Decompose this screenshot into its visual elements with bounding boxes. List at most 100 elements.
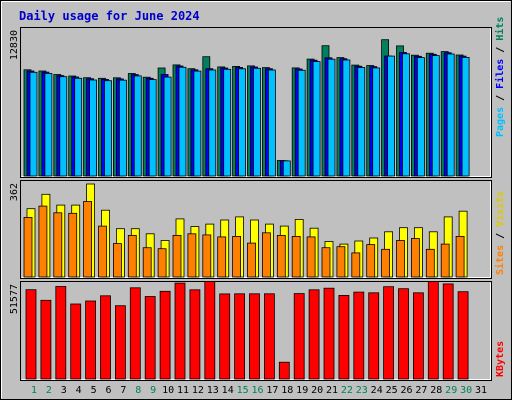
- day-label: 9: [150, 385, 156, 396]
- day-label: 8: [135, 385, 141, 396]
- kbytes-bar: [85, 300, 96, 380]
- max-label-kbytes: 51577: [9, 284, 20, 314]
- pages-bar: [223, 68, 232, 177]
- pages-bar: [372, 67, 381, 177]
- sites-bar: [336, 246, 346, 278]
- day-label: 21: [326, 385, 338, 396]
- pages-bar: [446, 53, 455, 177]
- pages-bar: [163, 76, 172, 177]
- day-label: 1: [31, 385, 37, 396]
- pages-bar: [253, 67, 261, 177]
- sites-bar: [187, 233, 197, 278]
- sites-bar: [217, 236, 227, 278]
- day-label: 29: [445, 385, 457, 396]
- day-label: 18: [281, 385, 293, 396]
- day-label: 26: [400, 385, 412, 396]
- day-label: 6: [105, 385, 111, 396]
- sites-bar: [83, 201, 92, 278]
- chart-title: Daily usage for June 2024: [19, 9, 200, 23]
- sites-bar: [247, 242, 256, 278]
- day-label: 4: [76, 385, 82, 396]
- kbytes-bar: [189, 289, 201, 380]
- max-label-hits: 12830: [9, 30, 20, 60]
- day-label: 17: [266, 385, 278, 396]
- kbytes-bar: [70, 303, 82, 380]
- sites-bar: [425, 248, 435, 278]
- kbytes-bar: [249, 293, 260, 380]
- kbytes-bar: [100, 295, 111, 380]
- pages-bar: [208, 69, 217, 177]
- pages-bar: [461, 57, 470, 177]
- kbytes-bar: [129, 287, 141, 380]
- kbytes-bar: [442, 283, 454, 380]
- pages-bar: [119, 79, 127, 177]
- kbytes-bar: [115, 305, 126, 380]
- sites-bar: [98, 225, 107, 278]
- legend-hits: Hits: [494, 17, 506, 41]
- legend-kbytes-panel: KBytes: [495, 341, 506, 377]
- kbytes-bar: [40, 299, 52, 380]
- pages-bar: [312, 61, 321, 177]
- pages-bar: [193, 70, 202, 177]
- sites-bar: [172, 234, 182, 278]
- day-label: 13: [207, 385, 219, 396]
- kbytes-bar: [159, 290, 171, 380]
- day-label-layer: 1 2 3 4 5 6 7 8 9 10 11 12 13 14 15 16 17 18 19 20 21 22 23 24 2…: [31, 385, 487, 396]
- day-label: 30: [460, 385, 472, 396]
- pages-bar: [238, 68, 247, 177]
- kbytes-bar: [338, 294, 350, 380]
- pages-bar: [327, 58, 336, 177]
- legend-sites: Sites: [494, 245, 506, 275]
- pages-bar: [267, 69, 276, 177]
- pages-bar: [89, 79, 97, 177]
- legend-separator: /: [495, 89, 506, 107]
- sites-bar: [306, 236, 316, 278]
- day-label: 3: [61, 385, 67, 396]
- day-label: 2: [46, 385, 52, 396]
- pages-bar: [387, 55, 396, 177]
- max-label-visits: 362: [9, 183, 20, 201]
- kbytes-bar: [383, 286, 395, 380]
- sites-bar: [276, 234, 286, 278]
- day-label: 27: [415, 385, 427, 396]
- sites-bar: [455, 235, 465, 278]
- kbytes-bar: [457, 291, 469, 380]
- day-label: 28: [430, 385, 442, 396]
- kbytes-bar: [412, 292, 424, 380]
- legend-visits: Visits: [494, 191, 506, 227]
- legend-separator: /: [495, 41, 506, 59]
- kbytes-bar: [219, 293, 231, 380]
- pages-bar: [104, 80, 112, 177]
- sites-bar: [202, 234, 212, 278]
- kbytes-bar: [204, 281, 216, 380]
- kbytes-bar: [25, 289, 37, 380]
- sites-bar: [127, 234, 137, 278]
- day-label: 19: [296, 385, 308, 396]
- panel-frame-kbytes: [20, 281, 492, 381]
- kbytes-bar: [278, 361, 290, 380]
- day-label: 20: [311, 385, 323, 396]
- sites-bar: [23, 216, 33, 278]
- day-label: 25: [386, 385, 398, 396]
- sites-bar: [381, 248, 391, 278]
- pages-bar: [74, 77, 83, 177]
- pages-bar: [148, 79, 157, 177]
- kbytes-bar: [353, 291, 365, 380]
- sites-bar: [321, 247, 331, 278]
- pages-bar: [133, 75, 142, 177]
- sites-bar: [261, 232, 271, 278]
- panel-frame-hits: [20, 27, 492, 178]
- day-label: 11: [177, 385, 189, 396]
- sites-bar: [396, 240, 405, 278]
- sites-bar: [113, 243, 122, 278]
- kbytes-bar: [234, 293, 246, 380]
- kbytes-bar: [427, 281, 439, 380]
- day-label: 16: [251, 385, 263, 396]
- kbytes-bar: [368, 292, 380, 380]
- legend-separator: /: [495, 227, 506, 245]
- day-label: 22: [341, 385, 353, 396]
- pages-bar: [29, 71, 38, 177]
- day-label: 23: [356, 385, 368, 396]
- day-label: 10: [162, 385, 174, 396]
